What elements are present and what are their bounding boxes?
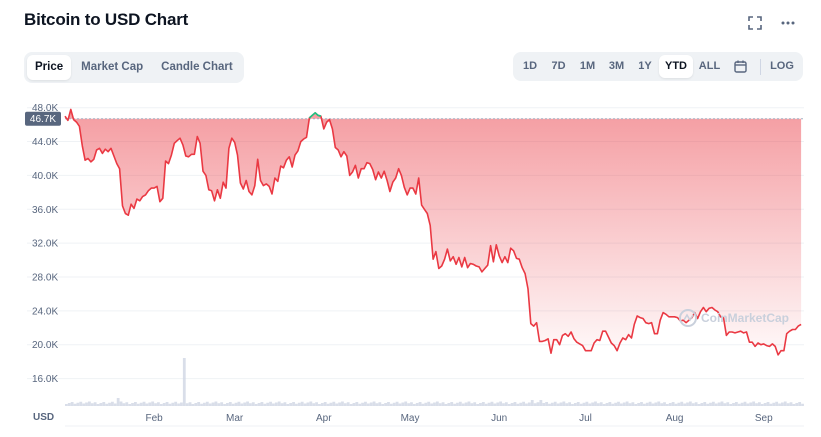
log-scale-toggle[interactable]: LOG <box>770 60 794 72</box>
range-3m[interactable]: 3M <box>608 60 625 72</box>
more-options-icon[interactable] <box>779 14 797 32</box>
y-tick-label: 24.0K <box>32 306 58 317</box>
y-tick-label: 40.0K <box>32 171 58 182</box>
y-tick-label: 28.0K <box>32 273 58 284</box>
current-price-label: 46.7K <box>30 114 56 125</box>
range-divider <box>760 58 761 75</box>
chart-type-tabs: Price Market Cap Candle Chart <box>24 52 244 83</box>
y-tick-label: 32.0K <box>32 239 58 250</box>
range-1d[interactable]: 1D <box>522 60 538 72</box>
range-1m[interactable]: 1M <box>579 60 596 72</box>
expand-icon[interactable] <box>746 14 764 32</box>
range-all[interactable]: ALL <box>698 60 721 72</box>
y-tick-label: 48.0K <box>32 103 58 114</box>
price-area-fill <box>65 109 802 355</box>
price-chart: 16.0K 20.0K 24.0K 28.0K 32.0K 36.0K 40.0K 44.0K… <box>25 103 804 427</box>
tab-price[interactable]: Price <box>27 55 72 80</box>
x-tick-label: Jul <box>579 413 592 424</box>
range-1y[interactable]: 1Y <box>638 60 652 72</box>
x-tick-label: Aug <box>666 413 684 424</box>
tab-candle-chart[interactable]: Candle Chart <box>161 61 233 73</box>
x-tick-label: Sep <box>755 413 773 424</box>
calendar-icon[interactable] <box>726 55 754 78</box>
x-tick-label: Mar <box>226 413 244 424</box>
currency-label: USD <box>33 412 54 423</box>
y-tick-label: 16.0K <box>32 374 58 385</box>
watermark-text: CoinMarketCap <box>701 311 789 325</box>
x-tick-label: May <box>401 413 420 424</box>
time-range-selector: 1D 7D 1M 3M 1Y YTD ALL LOG <box>513 52 803 81</box>
x-tick-label: Feb <box>146 413 164 424</box>
x-tick-label: Jun <box>491 413 507 424</box>
coinmarketcap-logo-icon: CoinMarketCap <box>679 309 789 327</box>
price-line-above-current <box>308 112 322 119</box>
page-title: Bitcoin to USD Chart <box>24 10 189 29</box>
range-ytd[interactable]: YTD <box>659 55 693 78</box>
price-line-below-current <box>64 108 802 356</box>
range-7d[interactable]: 7D <box>551 60 566 72</box>
y-tick-label: 36.0K <box>32 205 58 216</box>
x-tick-label: Apr <box>316 413 332 424</box>
y-tick-label: 20.0K <box>32 340 58 351</box>
tab-market-cap[interactable]: Market Cap <box>81 61 144 73</box>
current-price-tag: 46.7K <box>25 111 61 126</box>
volume-bars <box>65 358 804 406</box>
y-tick-label: 44.0K <box>32 137 58 148</box>
